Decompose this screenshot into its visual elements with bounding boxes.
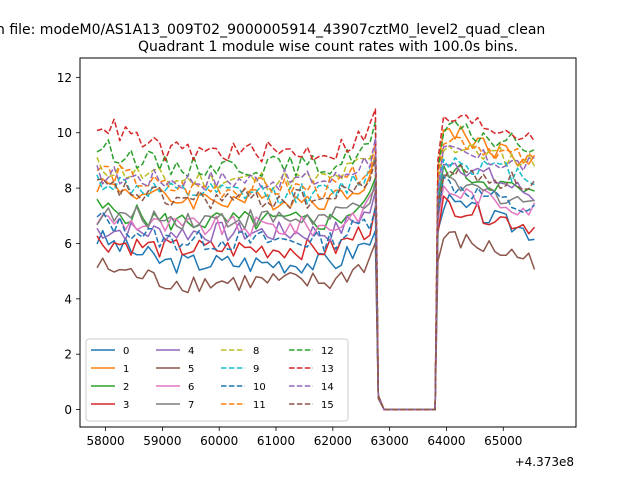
x-tick-label: 58000: [86, 434, 124, 448]
series-line-13: [96, 108, 536, 411]
x-tick-label: 64000: [427, 434, 465, 448]
legend-label-7: 7: [188, 400, 194, 411]
plot-lines: [96, 108, 536, 411]
series-line-2: [96, 163, 535, 411]
series-line-14: [96, 137, 535, 411]
legend-label-5: 5: [188, 364, 194, 375]
axes-frame: [79, 57, 577, 428]
y-tick-label: 10: [57, 126, 72, 140]
series-line-3: [96, 195, 536, 411]
y-tick-label: 0: [64, 403, 72, 417]
x-offset-label: +4.373e8: [515, 455, 574, 469]
legend-label-11: 11: [253, 400, 266, 411]
series-line-6: [96, 185, 536, 411]
series-line-4: [96, 162, 536, 411]
legend-label-8: 8: [253, 346, 259, 357]
x-tick-label: 61000: [257, 434, 295, 448]
x-tick-label: 63000: [371, 434, 409, 448]
y-tick-label: 2: [64, 348, 72, 362]
figure-suptitle: n file: modeM0/AS1A13_009T02_9000005914_…: [0, 22, 545, 38]
x-tick-label: 62000: [314, 434, 352, 448]
x-tick-label: 59000: [143, 434, 181, 448]
legend-label-10: 10: [253, 382, 266, 393]
x-axis: 58000 59000 60000 61000 62000 63000 64000 65000: [86, 427, 522, 448]
series-line-15: [96, 157, 536, 411]
legend-label-3: 3: [123, 400, 129, 411]
legend-label-4: 4: [188, 346, 194, 357]
legend-label-9: 9: [253, 364, 259, 375]
legend-box: [85, 338, 349, 422]
y-tick-label: 4: [64, 292, 72, 306]
y-tick-label: 8: [64, 182, 72, 196]
series-line-5: [96, 231, 536, 411]
series-line-11: [96, 136, 536, 411]
y-tick-label: 6: [64, 237, 72, 251]
x-tick-label: 60000: [200, 434, 238, 448]
x-tick-label: 65000: [484, 434, 522, 448]
legend-label-2: 2: [123, 382, 129, 393]
series-line-10: [96, 176, 536, 411]
legend-label-0: 0: [123, 346, 129, 357]
chart-title: Quadrant 1 module wise count rates with …: [138, 39, 518, 55]
y-axis: 0 2 4 6 8 10 12: [57, 71, 80, 417]
series-line-7: [96, 174, 535, 411]
legend-label-13: 13: [321, 364, 334, 375]
legend-label-1: 1: [123, 364, 129, 375]
series-line-9: [96, 157, 535, 411]
legend-label-14: 14: [321, 382, 334, 393]
series-line-1: [96, 125, 536, 411]
y-tick-label: 12: [57, 71, 72, 85]
legend-label-15: 15: [321, 400, 334, 411]
legend-label-12: 12: [321, 346, 334, 357]
legend-label-6: 6: [188, 382, 194, 393]
series-line-12: [96, 120, 535, 411]
